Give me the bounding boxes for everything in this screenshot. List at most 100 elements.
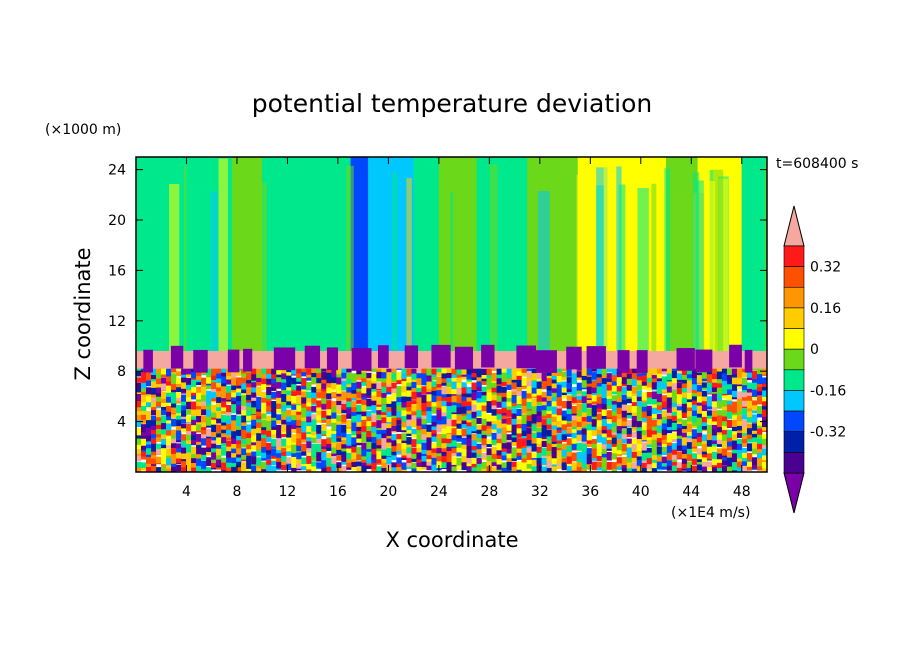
convective-cell bbox=[296, 433, 302, 439]
convective-cell bbox=[141, 442, 147, 450]
convective-cell bbox=[436, 388, 442, 397]
convective-cell bbox=[296, 418, 302, 426]
convective-cell bbox=[556, 390, 562, 398]
convective-cell bbox=[446, 396, 452, 403]
convective-cell bbox=[396, 379, 402, 385]
convective-cell bbox=[391, 401, 397, 409]
convective-cell bbox=[761, 377, 767, 384]
convective-cell bbox=[361, 442, 367, 450]
convective-cell bbox=[676, 438, 683, 446]
convective-cell bbox=[291, 466, 297, 472]
convective-cell bbox=[496, 442, 502, 451]
convective-cell bbox=[416, 438, 422, 445]
convective-cell bbox=[751, 400, 758, 406]
convective-cell bbox=[226, 446, 232, 452]
convective-cell bbox=[231, 407, 237, 414]
convective-cell bbox=[361, 410, 367, 417]
convective-cell bbox=[261, 371, 267, 379]
convective-cell bbox=[741, 377, 748, 386]
convective-cell bbox=[621, 370, 628, 378]
convective-cell bbox=[616, 420, 623, 427]
convective-cell bbox=[346, 447, 352, 453]
convective-cell bbox=[141, 398, 147, 407]
convective-cell bbox=[476, 380, 482, 387]
convective-cell bbox=[586, 423, 592, 431]
convective-cell bbox=[341, 449, 347, 456]
upper-streak bbox=[450, 191, 454, 386]
convective-cell bbox=[596, 395, 602, 404]
convective-cell bbox=[421, 432, 427, 440]
convective-cell bbox=[416, 394, 422, 403]
convective-cell bbox=[456, 450, 462, 457]
convective-cell bbox=[171, 390, 177, 398]
convective-cell bbox=[661, 437, 668, 445]
convective-cell bbox=[571, 371, 577, 378]
convective-cell bbox=[331, 431, 337, 439]
convective-cell bbox=[371, 386, 377, 392]
convective-cell bbox=[701, 438, 708, 445]
convective-cell bbox=[536, 426, 542, 433]
convective-cell bbox=[386, 435, 392, 443]
convective-cell bbox=[291, 428, 297, 433]
convective-cell bbox=[746, 435, 753, 443]
convective-cell bbox=[326, 457, 332, 466]
x-tick-label: 4 bbox=[182, 484, 191, 500]
convective-cell bbox=[591, 410, 597, 417]
convective-cell bbox=[751, 457, 758, 466]
convective-cell bbox=[596, 371, 602, 378]
convective-cell bbox=[176, 385, 182, 393]
convective-cell bbox=[166, 457, 172, 466]
convective-cell bbox=[656, 381, 663, 389]
convective-cell bbox=[646, 461, 653, 470]
convective-cell bbox=[586, 448, 592, 455]
convective-cell bbox=[196, 423, 202, 431]
convective-cell bbox=[216, 457, 222, 466]
convective-cell bbox=[541, 400, 547, 406]
convective-cell bbox=[716, 377, 723, 384]
convective-cell bbox=[561, 426, 567, 435]
convective-cell bbox=[171, 381, 177, 390]
convective-cell bbox=[466, 371, 472, 380]
convective-cell bbox=[401, 379, 407, 387]
convective-cell bbox=[606, 379, 613, 385]
convective-cell bbox=[586, 438, 592, 444]
convective-cell bbox=[661, 429, 668, 436]
convective-cell bbox=[306, 436, 312, 442]
convective-cell bbox=[511, 447, 517, 454]
convective-cell bbox=[696, 417, 703, 426]
convective-cell bbox=[306, 396, 312, 403]
convective-cell bbox=[651, 406, 658, 414]
convective-cell bbox=[501, 380, 507, 387]
convective-cell bbox=[711, 415, 718, 422]
convective-cell bbox=[621, 417, 628, 427]
convective-cell bbox=[601, 451, 607, 458]
convective-cell bbox=[581, 380, 587, 388]
convective-cell bbox=[361, 453, 367, 460]
convective-cell bbox=[546, 418, 552, 425]
convective-cell bbox=[746, 452, 753, 461]
convective-cell bbox=[721, 418, 728, 427]
convective-cell bbox=[651, 437, 658, 446]
convective-cell bbox=[526, 386, 532, 394]
convective-cell bbox=[341, 384, 347, 391]
convective-cell bbox=[226, 405, 232, 413]
convective-cell bbox=[416, 409, 422, 418]
convective-cell bbox=[726, 398, 733, 405]
convective-cell bbox=[401, 400, 407, 408]
convective-cell bbox=[471, 464, 477, 472]
convective-cell bbox=[616, 413, 623, 420]
convective-cell bbox=[451, 438, 457, 447]
convective-cell bbox=[731, 451, 738, 457]
convective-cell bbox=[341, 397, 347, 404]
convective-cell bbox=[716, 400, 723, 409]
convective-cell bbox=[216, 368, 222, 374]
convective-cell bbox=[716, 462, 723, 469]
convective-cell bbox=[201, 452, 207, 461]
convective-cell bbox=[286, 374, 292, 381]
convective-cell bbox=[721, 455, 728, 461]
convective-cell bbox=[211, 451, 217, 460]
convective-cell bbox=[691, 453, 698, 459]
convective-cell bbox=[151, 387, 157, 395]
convective-cell bbox=[231, 369, 237, 378]
convective-cell bbox=[456, 386, 462, 395]
